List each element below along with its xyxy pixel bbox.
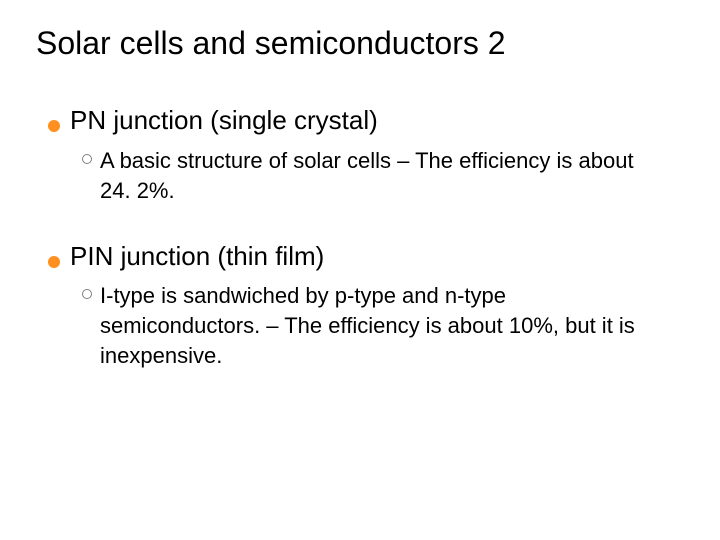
bullet-list-level1: PN junction (single crystal) A basic str… xyxy=(36,104,684,370)
bullet-ring-icon xyxy=(82,154,92,164)
bullet-disc-icon xyxy=(48,256,60,268)
list-subitem-text: A basic structure of solar cells – The e… xyxy=(100,146,660,205)
list-item: I-type is sandwiched by p-type and n-typ… xyxy=(82,281,684,370)
bullet-ring-icon xyxy=(82,289,92,299)
slide: Solar cells and semiconductors 2 PN junc… xyxy=(0,0,720,540)
list-item: PN junction (single crystal) A basic str… xyxy=(48,104,684,205)
list-item: A basic structure of solar cells – The e… xyxy=(82,146,684,205)
slide-title: Solar cells and semiconductors 2 xyxy=(36,24,684,62)
bullet-list-level2: I-type is sandwiched by p-type and n-typ… xyxy=(48,281,684,370)
list-subitem-text: I-type is sandwiched by p-type and n-typ… xyxy=(100,281,660,370)
list-item: PIN junction (thin film) I-type is sandw… xyxy=(48,240,684,371)
bullet-list-level2: A basic structure of solar cells – The e… xyxy=(48,146,684,205)
list-item-label: PIN junction (thin film) xyxy=(70,240,324,274)
list-item-row: PN junction (single crystal) xyxy=(48,104,684,138)
list-item-row: PIN junction (thin film) xyxy=(48,240,684,274)
bullet-disc-icon xyxy=(48,120,60,132)
list-item-label: PN junction (single crystal) xyxy=(70,104,378,138)
